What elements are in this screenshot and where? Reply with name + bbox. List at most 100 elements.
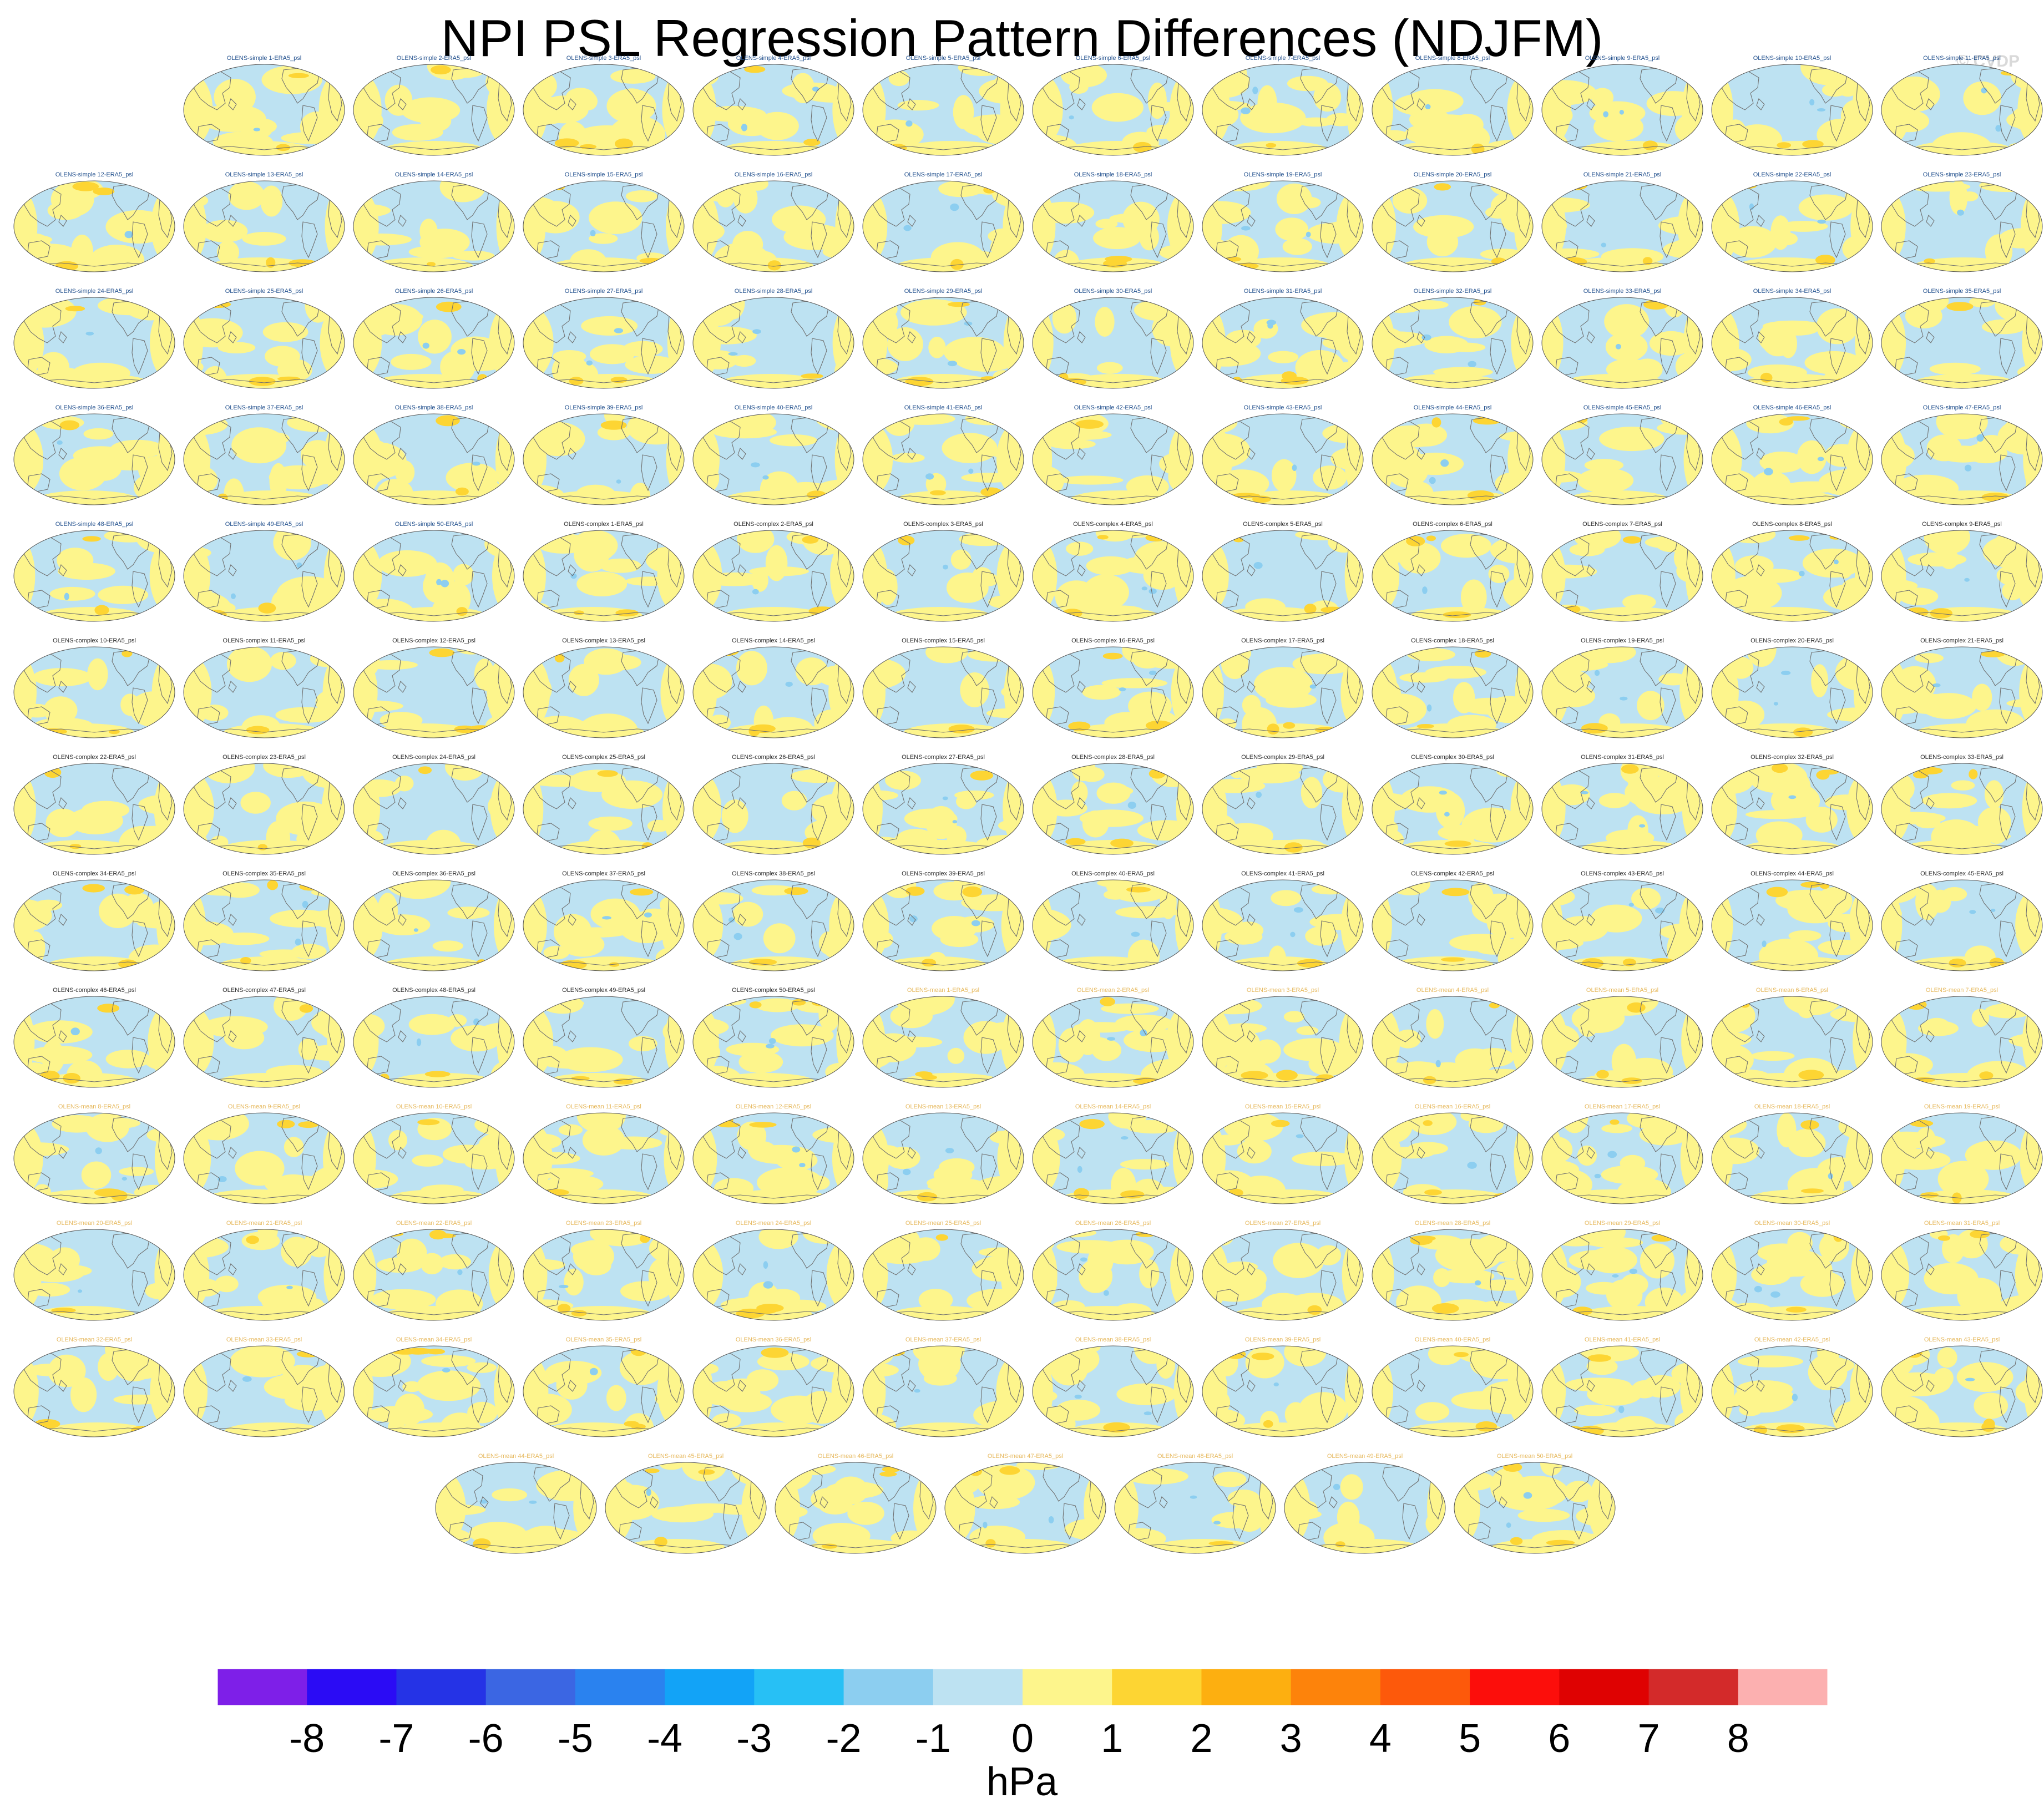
strong-positive-anomaly — [1970, 1230, 1990, 1239]
strong-positive-anomaly — [1297, 959, 1323, 968]
positive-anomaly — [226, 647, 272, 682]
map-border — [1202, 1345, 1364, 1437]
coastline — [737, 214, 746, 227]
panel-title: OLENS-mean 49-ERA5_psl — [1327, 1453, 1403, 1460]
map-border — [1711, 297, 1873, 389]
positive-anomaly — [1942, 887, 1967, 902]
positive-anomaly — [1634, 787, 1692, 814]
positive-anomaly — [933, 882, 975, 901]
panel-title: OLENS-complex 6-ERA5_psl — [1413, 521, 1492, 528]
positive-anomaly — [230, 1346, 281, 1376]
positive-anomaly — [377, 550, 437, 577]
positive-anomaly — [1846, 770, 1873, 848]
strong-positive-anomaly — [1815, 255, 1835, 265]
negative-anomaly — [242, 1376, 252, 1382]
map-border — [1032, 996, 1194, 1088]
positive-anomaly — [523, 188, 546, 265]
coastline — [398, 1146, 407, 1159]
positive-anomaly — [1746, 810, 1810, 819]
map-border — [523, 64, 685, 156]
positive-anomaly — [1515, 880, 1533, 899]
positive-anomaly — [604, 414, 625, 425]
negative-anomaly — [1292, 464, 1297, 471]
negative-anomaly — [1828, 1173, 1833, 1179]
map-panel: OLENS-complex 1-ERA5_psl — [523, 521, 685, 622]
positive-anomaly — [1881, 1236, 1910, 1314]
panel-field — [1202, 647, 1363, 738]
panel-title: OLENS-mean 46-ERA5_psl — [818, 1453, 893, 1460]
strong-positive-anomaly — [63, 1073, 80, 1084]
strong-positive-anomaly — [93, 188, 115, 195]
panel-field — [353, 647, 514, 738]
coastline — [980, 804, 997, 841]
positive-anomaly — [1942, 1234, 1965, 1263]
negative-anomaly — [728, 352, 738, 356]
positive-anomaly — [488, 1236, 514, 1314]
panel-title: OLENS-simple 35-ERA5_psl — [1923, 288, 2001, 295]
panel-title: OLENS-complex 24-ERA5_psl — [392, 754, 475, 761]
coastline — [1329, 1496, 1338, 1508]
positive-anomaly — [436, 1469, 466, 1547]
map-border — [692, 413, 854, 505]
panel-title: OLENS-complex 4-ERA5_psl — [1073, 521, 1153, 528]
positive-anomaly — [1312, 884, 1349, 895]
positive-anomaly — [1242, 695, 1261, 716]
map-border — [692, 1345, 854, 1437]
positive-anomaly — [1581, 840, 1682, 854]
panel-field — [1372, 647, 1533, 738]
positive-anomaly — [1339, 1003, 1363, 1081]
coastline — [131, 920, 148, 958]
coastline — [1247, 680, 1256, 693]
map-border — [1881, 180, 2043, 272]
positive-anomaly — [693, 770, 722, 848]
map-panel: OLENS-simple 45-ERA5_psl — [1541, 404, 1703, 505]
coastline — [1756, 564, 1765, 576]
map-panel: OLENS-complex 32-ERA5_psl — [1711, 754, 1873, 855]
map-panel: OLENS-simple 14-ERA5_psl — [353, 171, 515, 272]
map-panel: OLENS-mean 40-ERA5_psl — [1372, 1336, 1534, 1437]
positive-anomaly — [1171, 654, 1193, 731]
coastline — [1150, 920, 1167, 958]
positive-anomaly — [325, 188, 345, 265]
positive-anomaly — [1920, 490, 2020, 505]
panel-field — [863, 530, 1024, 621]
map-border — [692, 1229, 854, 1321]
strong-positive-anomaly — [624, 1421, 639, 1427]
positive-anomaly — [1852, 1003, 1873, 1081]
positive-anomaly — [1881, 770, 1911, 848]
coastline — [568, 680, 576, 693]
positive-anomaly — [1581, 141, 1681, 155]
map-border — [1711, 530, 1873, 622]
positive-anomaly — [321, 770, 345, 848]
positive-anomaly — [326, 530, 345, 546]
positive-anomaly — [1202, 719, 1234, 738]
strong-positive-anomaly — [879, 1471, 897, 1477]
positive-anomaly — [1125, 1468, 1188, 1485]
coastline — [1586, 214, 1595, 227]
positive-anomaly — [992, 181, 1024, 207]
panel-field — [184, 763, 345, 854]
panel-title: OLENS-complex 42-ERA5_psl — [1411, 870, 1494, 877]
map-panel: OLENS-complex 38-ERA5_psl — [692, 870, 854, 971]
coastline — [641, 1386, 657, 1424]
coastline — [1586, 447, 1595, 460]
panel-field — [523, 647, 684, 738]
map-panel: OLENS-mean 50-ERA5_psl — [1454, 1453, 1616, 1554]
map-border — [1032, 64, 1194, 156]
colorbar-tick-label: -4 — [647, 1716, 682, 1761]
panel-title: OLENS-mean 50-ERA5_psl — [1497, 1453, 1572, 1460]
positive-anomaly — [120, 693, 140, 716]
map-panel: OLENS-mean 39-ERA5_psl — [1202, 1336, 1364, 1437]
positive-anomaly — [1504, 478, 1533, 505]
positive-anomaly — [1972, 683, 1992, 711]
map-border — [862, 1345, 1024, 1437]
strong-positive-anomaly — [473, 1538, 491, 1549]
strong-positive-anomaly — [554, 654, 565, 663]
positive-anomaly — [693, 654, 717, 731]
positive-anomaly — [154, 1120, 175, 1197]
positive-anomaly — [1116, 1383, 1177, 1405]
positive-anomaly — [1058, 475, 1124, 485]
map-border — [1202, 996, 1364, 1088]
negative-anomaly — [1425, 104, 1431, 109]
positive-anomaly — [156, 887, 175, 964]
